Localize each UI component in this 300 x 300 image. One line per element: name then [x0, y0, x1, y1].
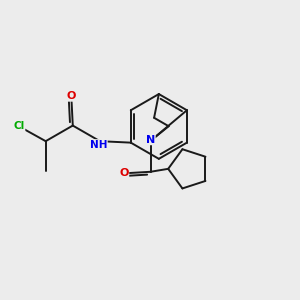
Text: O: O — [119, 168, 129, 178]
Text: N: N — [146, 135, 155, 145]
Text: NH: NH — [90, 140, 107, 150]
Text: Cl: Cl — [14, 122, 25, 131]
Text: O: O — [67, 91, 76, 101]
